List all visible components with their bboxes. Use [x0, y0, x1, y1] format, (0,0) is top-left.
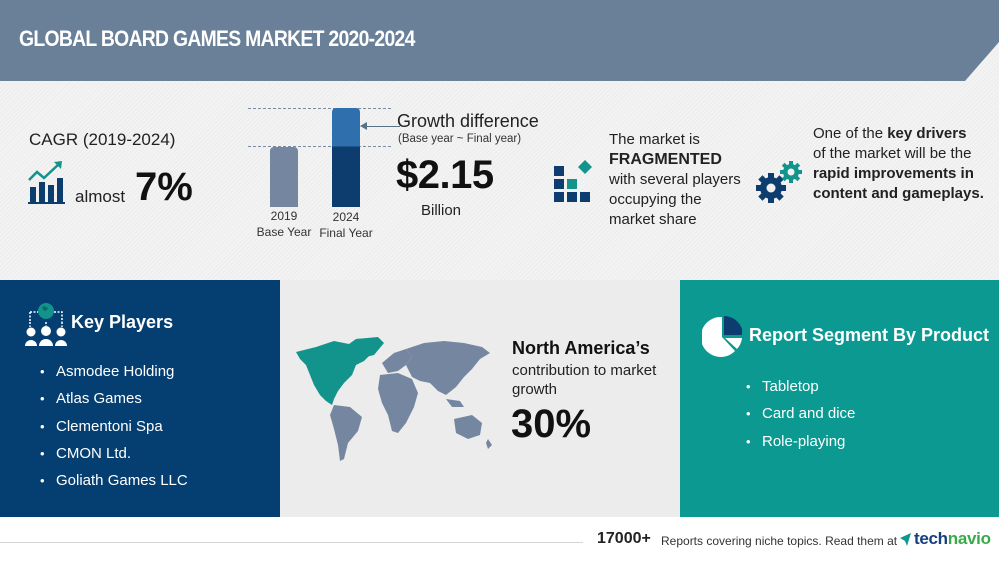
list-item: Asmodee Holding	[40, 358, 188, 386]
list-item: Atlas Games	[40, 385, 188, 413]
header-banner	[0, 0, 999, 81]
world-map-icon	[296, 337, 492, 461]
footer-text: Reports covering niche topics. Read them…	[661, 534, 898, 548]
bar-label-2019: 2019 Base Year	[256, 209, 312, 239]
gears-icon	[756, 161, 802, 203]
region-panel: North America’s contribution to market g…	[280, 280, 680, 517]
page-title: GLOBAL BOARD GAMES MARKET 2020-2024	[19, 26, 415, 51]
footer-divider	[0, 542, 583, 543]
fragmented-text: The market is FRAGMENTED with several pl…	[609, 131, 741, 228]
list-item: Card and dice	[746, 400, 855, 428]
region-subtitle: contribution to market growth	[512, 362, 657, 398]
segment-title: Report Segment By Product	[749, 325, 990, 345]
fragmented-blocks-icon	[554, 160, 592, 202]
key-players-title: Key Players	[71, 312, 174, 332]
growth-chart-icon	[28, 161, 65, 204]
footer: 17000+ Reports covering niche topics. Re…	[0, 517, 999, 562]
segment-panel: Report Segment By Product Tabletop Card …	[680, 280, 999, 517]
list-item: Role-playing	[746, 428, 855, 456]
region-value: 30%	[511, 402, 592, 446]
growth-value: $2.15	[396, 153, 494, 197]
key-players-list: Asmodee Holding Atlas Games Clementoni S…	[40, 358, 188, 495]
list-item: Tabletop	[746, 373, 855, 401]
list-item: CMON Ltd.	[40, 440, 188, 468]
bar-label-2024: 2024 Final Year	[319, 210, 373, 240]
key-players-icon	[25, 303, 67, 346]
report-count: 17000+	[597, 530, 651, 547]
region-title: North America’s	[512, 338, 650, 358]
cagr-qualifier: almost	[75, 187, 126, 206]
growth-subtitle: (Base year ~ Final year)	[398, 133, 522, 145]
technavio-logo[interactable]: technavio	[899, 529, 991, 549]
list-item: Goliath Games LLC	[40, 467, 188, 495]
growth-bar-chart: 2019 Base Year 2024 Final Year	[245, 100, 395, 245]
key-players-panel: Key Players Asmodee Holding Atlas Games …	[0, 280, 280, 517]
segment-list: Tabletop Card and dice Role-playing	[746, 373, 855, 455]
pie-chart-icon	[702, 316, 742, 357]
arrow-left-icon	[360, 122, 400, 130]
drivers-text: One of the key drivers of the market wil…	[813, 125, 984, 202]
list-item: Clementoni Spa	[40, 413, 188, 441]
growth-unit: Billion	[421, 202, 462, 219]
cagr-value: 7%	[135, 165, 193, 209]
bar-2019	[270, 147, 298, 207]
growth-title: Growth difference	[397, 111, 539, 131]
cagr-label: CAGR (2019-2024)	[29, 130, 176, 149]
dashed-guide-base	[248, 146, 391, 147]
bar-2024	[332, 108, 360, 207]
dashed-guide-top	[248, 108, 391, 109]
logo-flag-icon	[900, 532, 911, 546]
